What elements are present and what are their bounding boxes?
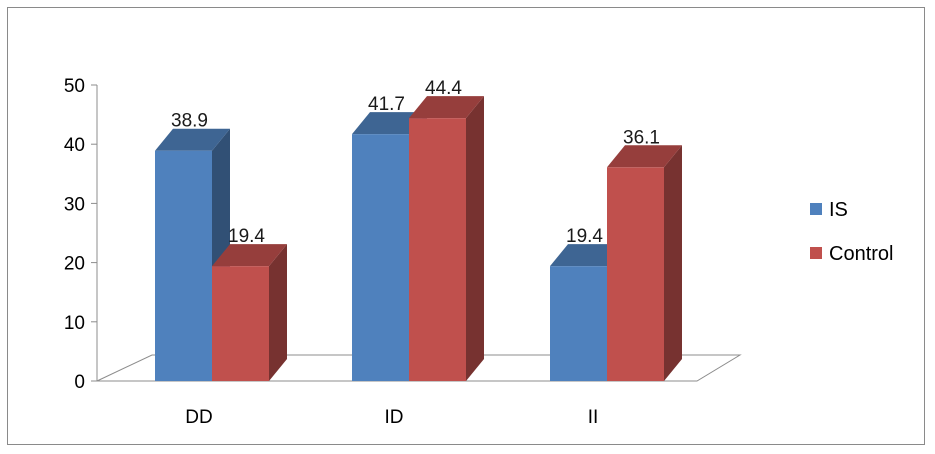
legend-swatch-control <box>810 247 822 259</box>
legend-label-is: IS <box>829 199 848 221</box>
bar-series <box>155 96 682 382</box>
bar-front-face <box>409 118 466 381</box>
bar-top-face <box>155 128 230 151</box>
y-tick-label: 0 <box>74 372 85 393</box>
x-axis: DD ID II <box>185 407 598 428</box>
bar-front-face <box>155 150 212 381</box>
y-tick-label: 30 <box>64 194 85 215</box>
x-tick-label: II <box>588 407 599 428</box>
y-tick-label: 50 <box>64 76 85 97</box>
legend-label-control: Control <box>829 243 893 265</box>
x-tick-label: DD <box>185 407 212 428</box>
y-axis: 0 10 20 30 40 50 <box>64 76 98 393</box>
y-tick-label: 40 <box>64 135 85 156</box>
bar-control-id <box>409 96 484 381</box>
y-tick-label: 10 <box>64 313 85 334</box>
data-label: 41.7 <box>368 94 405 115</box>
bar-side-face <box>269 244 287 381</box>
bar-side-face <box>466 96 484 381</box>
x-tick-label: ID <box>385 407 404 428</box>
data-label: 44.4 <box>425 78 462 99</box>
data-labels: 38.9 19.4 41.7 44.4 19.4 36.1 <box>171 78 660 247</box>
data-label: 38.9 <box>171 111 208 132</box>
data-label: 36.1 <box>623 127 660 148</box>
bar-front-face <box>352 134 409 381</box>
bar-side-face <box>664 145 682 381</box>
bar-front-face <box>550 266 607 381</box>
legend: IS Control <box>810 199 893 265</box>
bar-control-dd <box>212 244 287 381</box>
bar-top-face <box>607 145 682 168</box>
legend-swatch-is <box>810 203 822 215</box>
data-label: 19.4 <box>228 226 265 247</box>
bar-top-face <box>409 96 484 119</box>
bar-top-face <box>352 112 427 135</box>
bar-top-face <box>212 244 287 267</box>
bar-top-face <box>550 244 625 267</box>
bar-control-ii <box>607 145 682 381</box>
y-tick-label: 20 <box>64 254 85 275</box>
bar-front-face <box>212 266 269 381</box>
data-label: 19.4 <box>566 226 603 247</box>
bar-front-face <box>607 167 664 381</box>
